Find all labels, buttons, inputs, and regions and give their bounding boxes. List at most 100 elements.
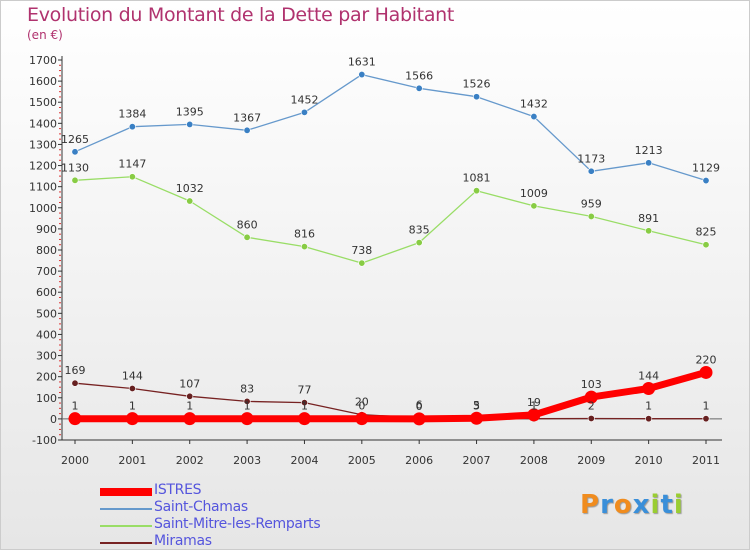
x-tick-label: 2001 bbox=[118, 454, 146, 467]
data-point-istres bbox=[355, 412, 369, 426]
data-point-saint-mitre-les-remparts bbox=[587, 212, 595, 220]
data-label-miramas: 83 bbox=[240, 382, 254, 395]
data-label-saint-mitre-les-remparts: 860 bbox=[237, 218, 258, 231]
data-label-istres: 1 bbox=[129, 400, 136, 413]
data-point-saint-chamas bbox=[702, 177, 710, 185]
data-point-istres bbox=[699, 365, 713, 379]
data-point-saint-mitre-les-remparts bbox=[473, 187, 481, 195]
y-tick-label: 200 bbox=[36, 371, 57, 384]
logo-letter: o bbox=[613, 490, 633, 520]
data-point-saint-mitre-les-remparts bbox=[186, 197, 194, 205]
data-label-saint-mitre-les-remparts: 1032 bbox=[176, 182, 204, 195]
data-point-istres bbox=[297, 412, 311, 426]
data-point-saint-chamas bbox=[243, 126, 251, 134]
data-point-istres bbox=[412, 412, 426, 426]
data-point-saint-mitre-les-remparts bbox=[645, 227, 653, 235]
data-label-miramas: 5 bbox=[473, 399, 480, 412]
data-point-saint-chamas bbox=[473, 93, 481, 101]
legend-swatch-saint-chamas bbox=[100, 507, 152, 510]
y-tick-label: 1000 bbox=[29, 202, 57, 215]
data-label-istres: 1 bbox=[72, 400, 79, 413]
y-tick-label: 1200 bbox=[29, 160, 57, 173]
data-label-miramas: 1 bbox=[703, 400, 710, 413]
data-label-istres: 1 bbox=[186, 400, 193, 413]
data-label-saint-chamas: 1631 bbox=[348, 56, 376, 69]
data-label-miramas: 169 bbox=[65, 364, 86, 377]
data-point-saint-mitre-les-remparts bbox=[702, 241, 710, 249]
x-tick-label: 2011 bbox=[692, 454, 720, 467]
data-point-istres bbox=[183, 412, 197, 426]
x-tick-label: 2007 bbox=[463, 454, 491, 467]
data-point-istres bbox=[68, 412, 82, 426]
data-point-saint-mitre-les-remparts bbox=[300, 243, 308, 251]
data-label-saint-mitre-les-remparts: 1081 bbox=[463, 172, 491, 185]
series-saint-mitre-les-remparts bbox=[71, 173, 710, 267]
legend-swatch-saint-mitre-les-remparts bbox=[100, 524, 152, 527]
series-line-miramas bbox=[74, 382, 706, 420]
data-label-istres: 19 bbox=[527, 396, 541, 409]
y-tick-label: 400 bbox=[36, 328, 57, 341]
data-point-istres bbox=[240, 412, 254, 426]
data-label-miramas: 6 bbox=[416, 399, 423, 412]
x-tick-label: 2005 bbox=[348, 454, 376, 467]
data-point-saint-mitre-les-remparts bbox=[243, 233, 251, 241]
legend-label-saint-mitre-les-remparts: Saint-Mitre-les-Remparts bbox=[154, 516, 321, 532]
data-label-saint-chamas: 1265 bbox=[61, 133, 89, 146]
legend-swatch-miramas bbox=[100, 541, 152, 544]
y-tick-label: 1700 bbox=[29, 54, 57, 67]
legend-swatch-istres bbox=[100, 487, 152, 496]
data-point-miramas bbox=[128, 384, 136, 392]
x-tick-label: 2003 bbox=[233, 454, 261, 467]
y-tick-label: -100 bbox=[32, 434, 57, 447]
logo-letter: t bbox=[660, 490, 674, 520]
x-tick-label: 2010 bbox=[635, 454, 663, 467]
data-label-saint-mitre-les-remparts: 816 bbox=[294, 228, 315, 241]
y-tick-label: 1100 bbox=[29, 181, 57, 194]
x-tick-label: 2006 bbox=[405, 454, 433, 467]
y-tick-label: 0 bbox=[50, 413, 57, 426]
data-point-miramas bbox=[300, 399, 308, 407]
logo-letter: r bbox=[600, 490, 614, 520]
logo-letter: i bbox=[673, 490, 684, 520]
data-label-miramas: 1 bbox=[645, 400, 652, 413]
data-label-istres: 144 bbox=[638, 369, 659, 382]
y-tick-label: 1300 bbox=[29, 138, 57, 151]
data-label-istres: 103 bbox=[581, 378, 602, 391]
data-point-saint-chamas bbox=[358, 71, 366, 79]
data-point-saint-mitre-les-remparts bbox=[358, 259, 366, 267]
x-tick-label: 2008 bbox=[520, 454, 548, 467]
data-point-saint-chamas bbox=[186, 120, 194, 128]
series-line-saint-chamas bbox=[74, 73, 707, 182]
data-label-istres: 1 bbox=[244, 400, 251, 413]
data-point-istres bbox=[125, 412, 139, 426]
data-point-miramas bbox=[243, 397, 251, 405]
data-point-istres bbox=[527, 408, 541, 422]
data-point-saint-mitre-les-remparts bbox=[415, 239, 423, 247]
chart-title: Evolution du Montant de la Dette par Hab… bbox=[27, 4, 455, 26]
data-point-miramas bbox=[186, 392, 194, 400]
x-tick-label: 2002 bbox=[176, 454, 204, 467]
data-point-saint-chamas bbox=[415, 84, 423, 92]
data-label-istres: 0 bbox=[358, 400, 365, 413]
data-point-saint-mitre-les-remparts bbox=[530, 202, 538, 210]
data-point-istres bbox=[642, 381, 656, 395]
data-label-saint-mitre-les-remparts: 825 bbox=[696, 226, 717, 239]
data-label-saint-chamas: 1213 bbox=[635, 144, 663, 157]
series-saint-chamas bbox=[71, 71, 710, 185]
data-point-saint-mitre-les-remparts bbox=[128, 173, 136, 181]
data-label-miramas: 1 bbox=[530, 400, 537, 413]
data-point-miramas bbox=[71, 379, 79, 387]
y-tick-label: 1600 bbox=[29, 75, 57, 88]
data-point-saint-mitre-les-remparts bbox=[71, 176, 79, 184]
data-label-saint-chamas: 1173 bbox=[577, 152, 605, 165]
logo-letter: i bbox=[650, 490, 661, 520]
y-tick-label: 800 bbox=[36, 244, 57, 257]
x-tick-label: 2004 bbox=[290, 454, 318, 467]
data-point-saint-chamas bbox=[128, 123, 136, 131]
data-label-saint-mitre-les-remparts: 1009 bbox=[520, 187, 548, 200]
data-label-istres: 220 bbox=[696, 353, 717, 366]
data-label-saint-mitre-les-remparts: 835 bbox=[409, 224, 430, 237]
data-label-istres: 3 bbox=[473, 399, 480, 412]
